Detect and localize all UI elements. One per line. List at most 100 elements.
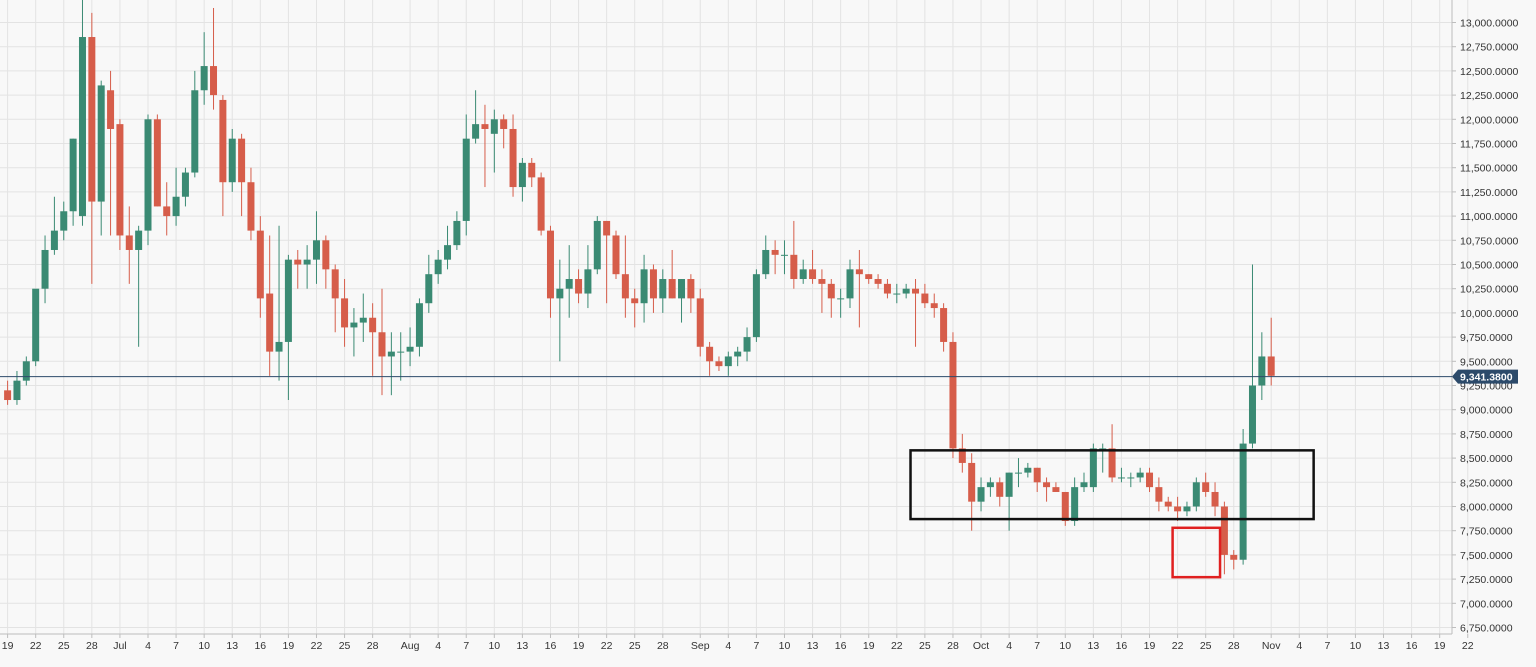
candle-body <box>1220 506 1228 555</box>
candle-up <box>556 259 564 362</box>
candle-down <box>125 206 133 284</box>
candle-body <box>930 303 938 309</box>
annotations <box>909 449 1315 579</box>
candle-up <box>275 225 283 381</box>
x-tick-label: 28 <box>947 640 959 652</box>
candle-up <box>453 211 461 250</box>
x-tick-label: 28 <box>86 640 98 652</box>
x-tick-label: 22 <box>891 640 903 652</box>
candle-body <box>771 249 779 255</box>
candle-body <box>294 259 302 265</box>
candle-down <box>537 172 545 236</box>
current-price-marker: 9,341.3800 <box>0 369 1518 384</box>
candle-down <box>874 274 882 289</box>
candle-body <box>1164 501 1172 507</box>
candle-up <box>359 293 367 342</box>
candle-body <box>1211 491 1219 507</box>
x-tick-label: 10 <box>1350 640 1362 652</box>
candle-body <box>1258 356 1266 386</box>
candle-body <box>1014 472 1022 474</box>
x-tick-label: 13 <box>226 640 238 652</box>
candle-down <box>294 249 302 289</box>
x-tick-label: 28 <box>1228 640 1240 652</box>
candle-down <box>968 453 976 531</box>
candle-body <box>359 317 367 323</box>
candle-down <box>940 303 948 352</box>
candle-down <box>1061 491 1069 526</box>
candle-up <box>780 240 788 275</box>
candle-body <box>425 274 433 304</box>
candle-up <box>902 283 910 299</box>
candle-body <box>1043 482 1051 488</box>
candle-body <box>331 269 339 299</box>
candle-body <box>958 448 966 463</box>
x-tick-label: 16 <box>1116 640 1128 652</box>
x-tick-label: 22 <box>601 640 613 652</box>
candle-up <box>593 216 601 275</box>
candle-body <box>1127 477 1135 479</box>
x-tick-label: 4 <box>1006 640 1012 652</box>
candle-down <box>575 269 583 304</box>
candle-body <box>621 274 629 299</box>
candle-up <box>181 167 189 207</box>
candle-body <box>968 462 976 502</box>
y-tick-label: 12,500.0000 <box>1460 66 1519 78</box>
candle-up <box>303 245 311 289</box>
candle-body <box>687 279 695 299</box>
candle-up <box>565 245 573 318</box>
candle-body <box>724 356 732 367</box>
candle-body <box>518 162 526 188</box>
candle-up <box>312 211 320 284</box>
candle-down <box>809 249 817 284</box>
candle-down <box>528 158 536 188</box>
candle-body <box>537 177 545 231</box>
candle-body <box>1155 487 1163 502</box>
candle-down <box>116 119 124 250</box>
candle-up <box>228 128 236 192</box>
candle-up <box>32 288 40 367</box>
x-tick-label: 7 <box>173 640 179 652</box>
candle-down <box>1164 496 1172 512</box>
candle-up <box>1258 332 1266 401</box>
candle-body <box>902 288 910 294</box>
candle-body <box>565 279 573 289</box>
candle-up <box>350 308 358 357</box>
x-tick-label: 13 <box>807 640 819 652</box>
candle-body <box>762 249 770 275</box>
candle-up <box>846 259 854 309</box>
candle-body <box>78 37 86 217</box>
candle-body <box>603 220 611 236</box>
candle-down <box>4 380 12 405</box>
x-tick-label: 13 <box>1088 640 1100 652</box>
y-tick-label: 8,500.0000 <box>1460 453 1513 465</box>
x-tick-label: 16 <box>1406 640 1418 652</box>
candle-up <box>1183 501 1191 517</box>
candle-body <box>341 298 349 328</box>
candle-up <box>69 138 77 226</box>
x-tick-label: 22 <box>1172 640 1184 652</box>
candle-body <box>1005 472 1013 497</box>
candle-body <box>472 124 480 139</box>
candle-body <box>1117 477 1125 479</box>
candle-down <box>771 240 779 275</box>
candle-down <box>1211 482 1219 517</box>
candle-up <box>444 225 452 270</box>
y-tick-label: 12,750.0000 <box>1460 42 1519 54</box>
candle-up <box>724 351 732 376</box>
x-tick-label: 19 <box>863 640 875 652</box>
candle-down <box>1033 467 1041 492</box>
candle-up <box>397 332 405 381</box>
candle-up <box>490 109 498 173</box>
candle-body <box>977 487 985 502</box>
candle-up <box>640 254 648 323</box>
x-tick-label: 22 <box>30 640 42 652</box>
candle-body <box>799 269 807 280</box>
candle-body <box>1052 487 1060 492</box>
y-tick-label: 8,000.0000 <box>1460 502 1513 514</box>
candle-body <box>163 206 171 217</box>
candle-body <box>659 279 667 299</box>
candle-up <box>1080 472 1088 492</box>
candle-down <box>631 288 639 328</box>
